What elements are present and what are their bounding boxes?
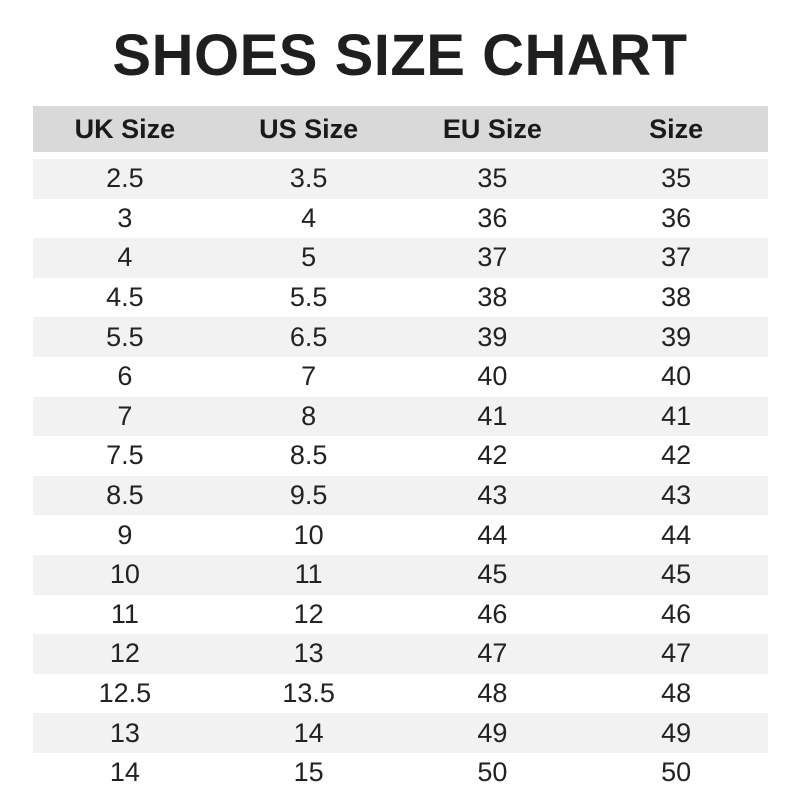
table-cell: 6.5 — [289, 321, 328, 352]
table-cell: 39 — [661, 321, 692, 352]
page-title: SHOES SIZE CHART — [112, 23, 688, 88]
table-body: 2.5 3.5 35 35 3 4 36 36 4 5 37 37 4.5 5.5 38 38 5.5 6.5 39… — [33, 159, 768, 793]
table-cell: 50 — [477, 757, 508, 788]
table-cell: 8 — [301, 400, 317, 431]
table-cell: 9 — [117, 519, 133, 550]
table-cell: 7 — [117, 400, 133, 431]
table-cell: 4.5 — [106, 282, 144, 313]
table-cell: 41 — [661, 400, 692, 431]
table-cell: 5.5 — [289, 282, 328, 313]
table-cell: 37 — [661, 242, 692, 273]
table-cell: 46 — [477, 598, 508, 629]
table-cell: 5 — [301, 242, 317, 273]
table-row: 5.5 6.5 39 39 — [33, 317, 768, 357]
table-row: 9 10 44 44 — [33, 515, 768, 555]
table-cell: 45 — [661, 559, 692, 590]
table-cell: 36 — [661, 202, 692, 233]
table-row: 7.5 8.5 42 42 — [33, 436, 768, 476]
table-row: 7 8 41 41 — [33, 396, 768, 437]
table-row: 4.5 5.5 38 38 — [33, 278, 768, 318]
table-cell: 13 — [109, 717, 140, 748]
table-cell: 7.5 — [106, 440, 144, 471]
table-cell: 10 — [293, 519, 324, 550]
table-cell: 10 — [109, 559, 140, 590]
table-cell: 37 — [477, 242, 508, 273]
table-cell: 42 — [477, 440, 508, 471]
table-cell: 45 — [477, 559, 508, 590]
table-cell: 44 — [661, 519, 692, 550]
table-cell: 8.5 — [289, 440, 328, 471]
table-cell: 11 — [110, 598, 139, 629]
table-row: 4 5 37 37 — [33, 238, 768, 278]
table-cell: 43 — [477, 480, 508, 511]
table-row: 10 11 45 45 — [33, 554, 768, 595]
table-cell: 11 — [294, 559, 323, 590]
table-cell: 12.5 — [98, 678, 152, 709]
table-row: 11 12 46 46 — [33, 595, 768, 635]
table-cell: 40 — [477, 361, 508, 392]
header-us-size: US Size — [259, 113, 359, 144]
table-cell: 13 — [293, 638, 324, 669]
header-size: Size — [649, 113, 704, 144]
table-cell: 46 — [661, 598, 692, 629]
table-cell: 47 — [661, 638, 692, 669]
table-cell: 9.5 — [289, 480, 328, 511]
table-cell: 13.5 — [282, 678, 335, 709]
table-row: 2.5 3.5 35 35 — [33, 159, 768, 199]
table-cell: 41 — [477, 400, 508, 431]
table-cell: 48 — [661, 678, 692, 709]
table-cell: 4 — [117, 242, 133, 273]
table-cell: 39 — [477, 321, 508, 352]
table-cell: 14 — [293, 717, 324, 748]
size-table: UK Size US Size EU Size Size 2.5 3.5 35 35 3… — [33, 106, 768, 793]
table-row: 8.5 9.5 43 43 — [33, 475, 768, 516]
table-cell: 14 — [109, 757, 140, 788]
table-cell: 42 — [661, 440, 692, 471]
table-cell: 38 — [477, 282, 508, 313]
table-row: 12 13 47 47 — [33, 634, 768, 674]
table-cell: 50 — [661, 757, 692, 788]
header-uk-size: UK Size — [74, 113, 176, 144]
table-cell: 47 — [477, 638, 508, 669]
table-cell: 48 — [477, 678, 508, 709]
table-row: 6 7 40 40 — [33, 357, 768, 397]
table-row: 13 14 49 49 — [33, 713, 768, 753]
table-cell: 35 — [661, 163, 692, 194]
table-cell: 2.5 — [106, 163, 144, 194]
table-cell: 49 — [477, 717, 508, 748]
table-cell: 12 — [109, 638, 140, 669]
table-cell: 8.5 — [106, 480, 144, 511]
header-eu-size: EU Size — [442, 113, 542, 144]
table-row: 14 15 50 50 — [33, 753, 768, 793]
table-cell: 3 — [117, 202, 133, 233]
table-cell: 40 — [661, 361, 692, 392]
table-row: 12.5 13.5 48 48 — [33, 674, 768, 714]
table-cell: 6 — [117, 361, 133, 392]
table-cell: 38 — [661, 282, 692, 313]
table-cell: 4 — [301, 202, 317, 233]
table-cell: 35 — [477, 163, 508, 194]
table-cell: 43 — [661, 480, 692, 511]
table-cell: 3.5 — [289, 163, 328, 194]
table-cell: 7 — [301, 361, 317, 392]
table-row: 3 4 36 36 — [33, 199, 768, 239]
table-cell: 44 — [477, 519, 508, 550]
table-cell: 49 — [661, 717, 692, 748]
table-cell: 5.5 — [106, 321, 144, 352]
table-cell: 15 — [293, 757, 324, 788]
table-cell: 36 — [477, 202, 508, 233]
table-cell: 12 — [293, 598, 324, 629]
table-header: UK Size US Size EU Size Size — [33, 106, 768, 152]
